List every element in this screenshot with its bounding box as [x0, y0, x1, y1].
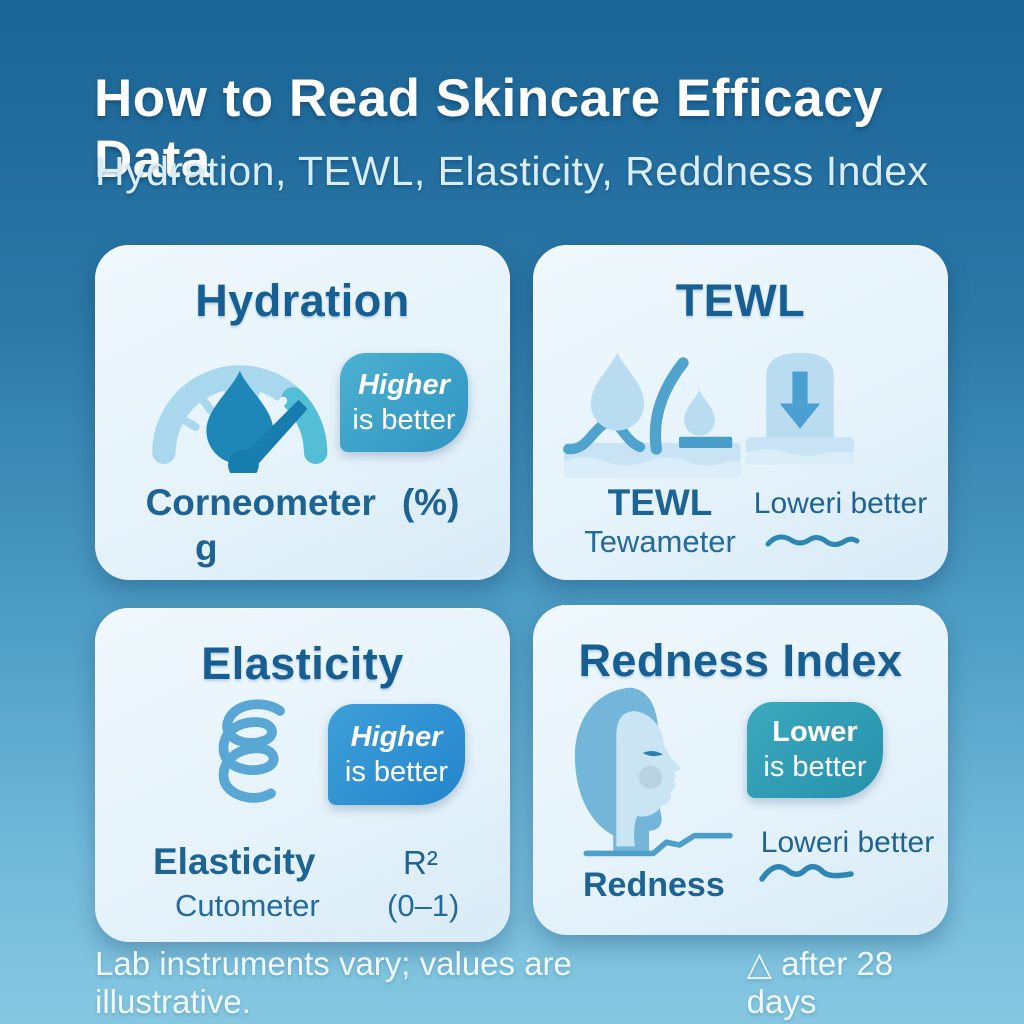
hydration-sub-label: g — [195, 527, 218, 568]
lower-is-better-badge: Lower is better — [747, 702, 883, 798]
tewl-metric-label: TEWL — [607, 482, 713, 523]
tewl-card-title: TEWL — [675, 275, 806, 326]
face-profile-icon — [574, 687, 681, 856]
badge-emphasis: Higher — [350, 720, 443, 753]
page-subtitle: Hydration, TEWL, Elasticity, Reddness In… — [95, 148, 929, 194]
gauge-droplet-icon — [152, 365, 328, 473]
redness-note-label: Loweri better — [760, 826, 935, 859]
higher-is-better-badge: Higher is better — [328, 704, 465, 805]
badge-rest: is better — [763, 751, 867, 783]
page-title: How to Read Skincare Efficacy Data — [94, 69, 884, 189]
card-redness: Redness Index Lower is better Redness Lo… — [533, 605, 948, 935]
elasticity-card-title: Elasticity — [201, 638, 404, 689]
step-line-icon — [583, 832, 733, 857]
redness-metric-label: Redness — [583, 866, 725, 904]
hydration-card-title: Hydration — [195, 275, 410, 326]
badge-rest: is better — [344, 755, 449, 788]
tewl-note-label: Loweri better — [753, 487, 928, 520]
elasticity-instrument-label: Cutometer — [175, 888, 320, 923]
footer-delta-note: △ after 28 days — [746, 945, 894, 1020]
badge-rest: is better — [352, 403, 456, 436]
hydration-instrument-row: Corneometer (%) — [95, 482, 510, 524]
hydration-unit-label: (%) — [401, 482, 460, 523]
wavy-line-icon — [759, 864, 854, 882]
card-hydration: Hydration Higher is better Corneometer (… — [95, 245, 510, 580]
badge-emphasis: Lower — [772, 716, 858, 748]
footer-note: Lab instruments vary; values are illustr… — [95, 944, 955, 1021]
higher-is-better-badge: Higher is better — [340, 353, 468, 452]
tewl-instrument-label: Tewameter — [584, 524, 736, 559]
elasticity-stat-label: R² — [403, 844, 438, 881]
wavy-line-icon — [765, 534, 860, 547]
elasticity-metric-label: Elasticity — [153, 841, 316, 882]
spring-coil-icon — [218, 699, 285, 803]
redness-card-title: Redness Index — [578, 635, 903, 686]
hydration-instrument-label: Corneometer — [145, 482, 376, 523]
probe-down-arrow-icon — [746, 352, 854, 465]
footer-disclaimer: Lab instruments vary; values are illustr… — [95, 945, 572, 1020]
badge-emphasis: Higher — [358, 368, 450, 401]
elasticity-range-label: (0–1) — [387, 888, 460, 923]
evaporation-skin-icon — [563, 352, 741, 478]
card-tewl: TEWL TEWL Tewameter Loweri better — [533, 245, 948, 580]
card-elasticity: Elasticity Higher is better Elasticity R… — [95, 608, 510, 942]
